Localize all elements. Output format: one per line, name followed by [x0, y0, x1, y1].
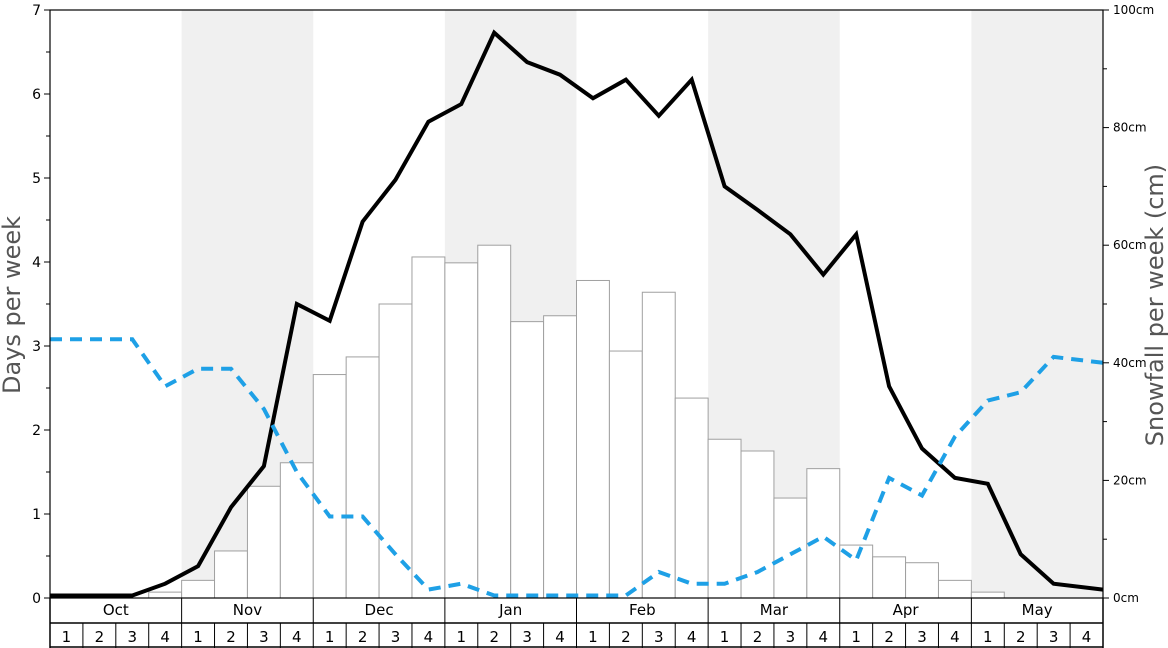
week-label: 3 — [522, 628, 532, 646]
left-tick-label: 3 — [32, 339, 41, 355]
week-label: 2 — [489, 628, 499, 646]
snowfall-bar — [707, 438, 742, 599]
week-label: 1 — [325, 628, 335, 646]
week-label: 2 — [358, 628, 368, 646]
week-label: 2 — [226, 628, 236, 646]
left-tick-label: 7 — [32, 3, 41, 19]
left-tick-label: 1 — [32, 507, 41, 523]
week-label: 4 — [555, 628, 565, 646]
month-shade-may — [971, 10, 1103, 598]
month-label: Mar — [760, 601, 789, 619]
week-label: 1 — [720, 628, 730, 646]
week-label: 3 — [786, 628, 796, 646]
snowfall-bar — [477, 244, 512, 599]
week-label: 2 — [1016, 628, 1026, 646]
week-label: 3 — [917, 628, 927, 646]
snowfall-bar — [181, 579, 216, 599]
week-label: 4 — [819, 628, 829, 646]
week-label: 3 — [259, 628, 269, 646]
week-label: 2 — [884, 628, 894, 646]
week-label: 2 — [621, 628, 631, 646]
snowfall-bar — [576, 279, 610, 599]
month-label: May — [1022, 601, 1053, 619]
week-label: 4 — [1082, 628, 1092, 646]
snowfall-bar — [411, 256, 446, 599]
y-axis-right-title: Snowfall per week (cm) — [1141, 164, 1168, 446]
week-label: 1 — [588, 628, 598, 646]
left-tick-label: 5 — [32, 171, 41, 187]
snowfall-bar — [510, 321, 545, 599]
week-label: 4 — [687, 628, 697, 646]
left-tick-label: 2 — [32, 423, 41, 439]
snowfall-bar — [246, 485, 281, 599]
week-label: 2 — [95, 628, 105, 646]
snowfall-bar — [937, 579, 972, 599]
snowfall-bar — [345, 356, 380, 599]
snowfall-bar — [608, 350, 643, 599]
series-lines — [50, 29, 1104, 598]
snowfall-bar — [378, 303, 413, 599]
month-label: Apr — [893, 601, 920, 619]
snowfall-bar — [312, 374, 347, 599]
week-label: 1 — [851, 628, 861, 646]
right-tick-label: 100cm — [1113, 3, 1154, 17]
week-label: 4 — [424, 628, 434, 646]
week-label: 1 — [193, 628, 203, 646]
month-label: Oct — [103, 601, 129, 619]
month-label: Nov — [233, 601, 262, 619]
snowfall-bar — [543, 315, 577, 599]
week-label: 1 — [457, 628, 467, 646]
left-tick-label: 4 — [32, 255, 41, 271]
week-label: 3 — [127, 628, 137, 646]
snowfall-bars — [148, 244, 1005, 599]
right-tick-label: 60cm — [1113, 238, 1147, 252]
snowfall-bar — [872, 556, 907, 599]
week-label: 4 — [160, 628, 170, 646]
snowfall-bar — [806, 468, 841, 599]
snowfall-bar — [674, 397, 709, 599]
right-tick-label: 40cm — [1113, 356, 1147, 370]
week-label: 3 — [391, 628, 401, 646]
week-label: 1 — [983, 628, 993, 646]
week-label: 4 — [292, 628, 302, 646]
snowfall-bar — [444, 262, 479, 599]
right-tick-label: 0cm — [1113, 591, 1139, 605]
week-label: 3 — [654, 628, 664, 646]
right-tick-label: 80cm — [1113, 121, 1147, 135]
left-tick-label: 0 — [32, 591, 41, 607]
snowfall-bar — [214, 550, 248, 599]
month-label: Dec — [365, 601, 394, 619]
snowfall-bar — [641, 291, 676, 599]
snowfall-bar — [148, 591, 183, 599]
y-axis-left-title: Days per week — [0, 216, 26, 394]
week-label: 1 — [62, 628, 72, 646]
week-label: 4 — [950, 628, 960, 646]
solid-series-line — [50, 29, 1104, 598]
week-label: 3 — [1049, 628, 1059, 646]
week-label: 2 — [753, 628, 763, 646]
right-tick-label: 20cm — [1113, 473, 1147, 487]
month-week-table: Oct Nov Dec Jan Feb Mar Apr May 1 2 3 4 1 2 3 4 1 2 3 4 1 2 3 4… — [49, 598, 1104, 648]
month-label: Jan — [498, 601, 522, 619]
snowfall-bar — [970, 591, 1005, 599]
snowfall-bar — [773, 497, 808, 599]
dashed-series-line — [50, 337, 1104, 598]
snowfall-bar — [279, 462, 314, 599]
left-tick-label: 6 — [32, 87, 41, 103]
month-label: Feb — [629, 601, 656, 619]
snowfall-bar — [905, 562, 939, 599]
